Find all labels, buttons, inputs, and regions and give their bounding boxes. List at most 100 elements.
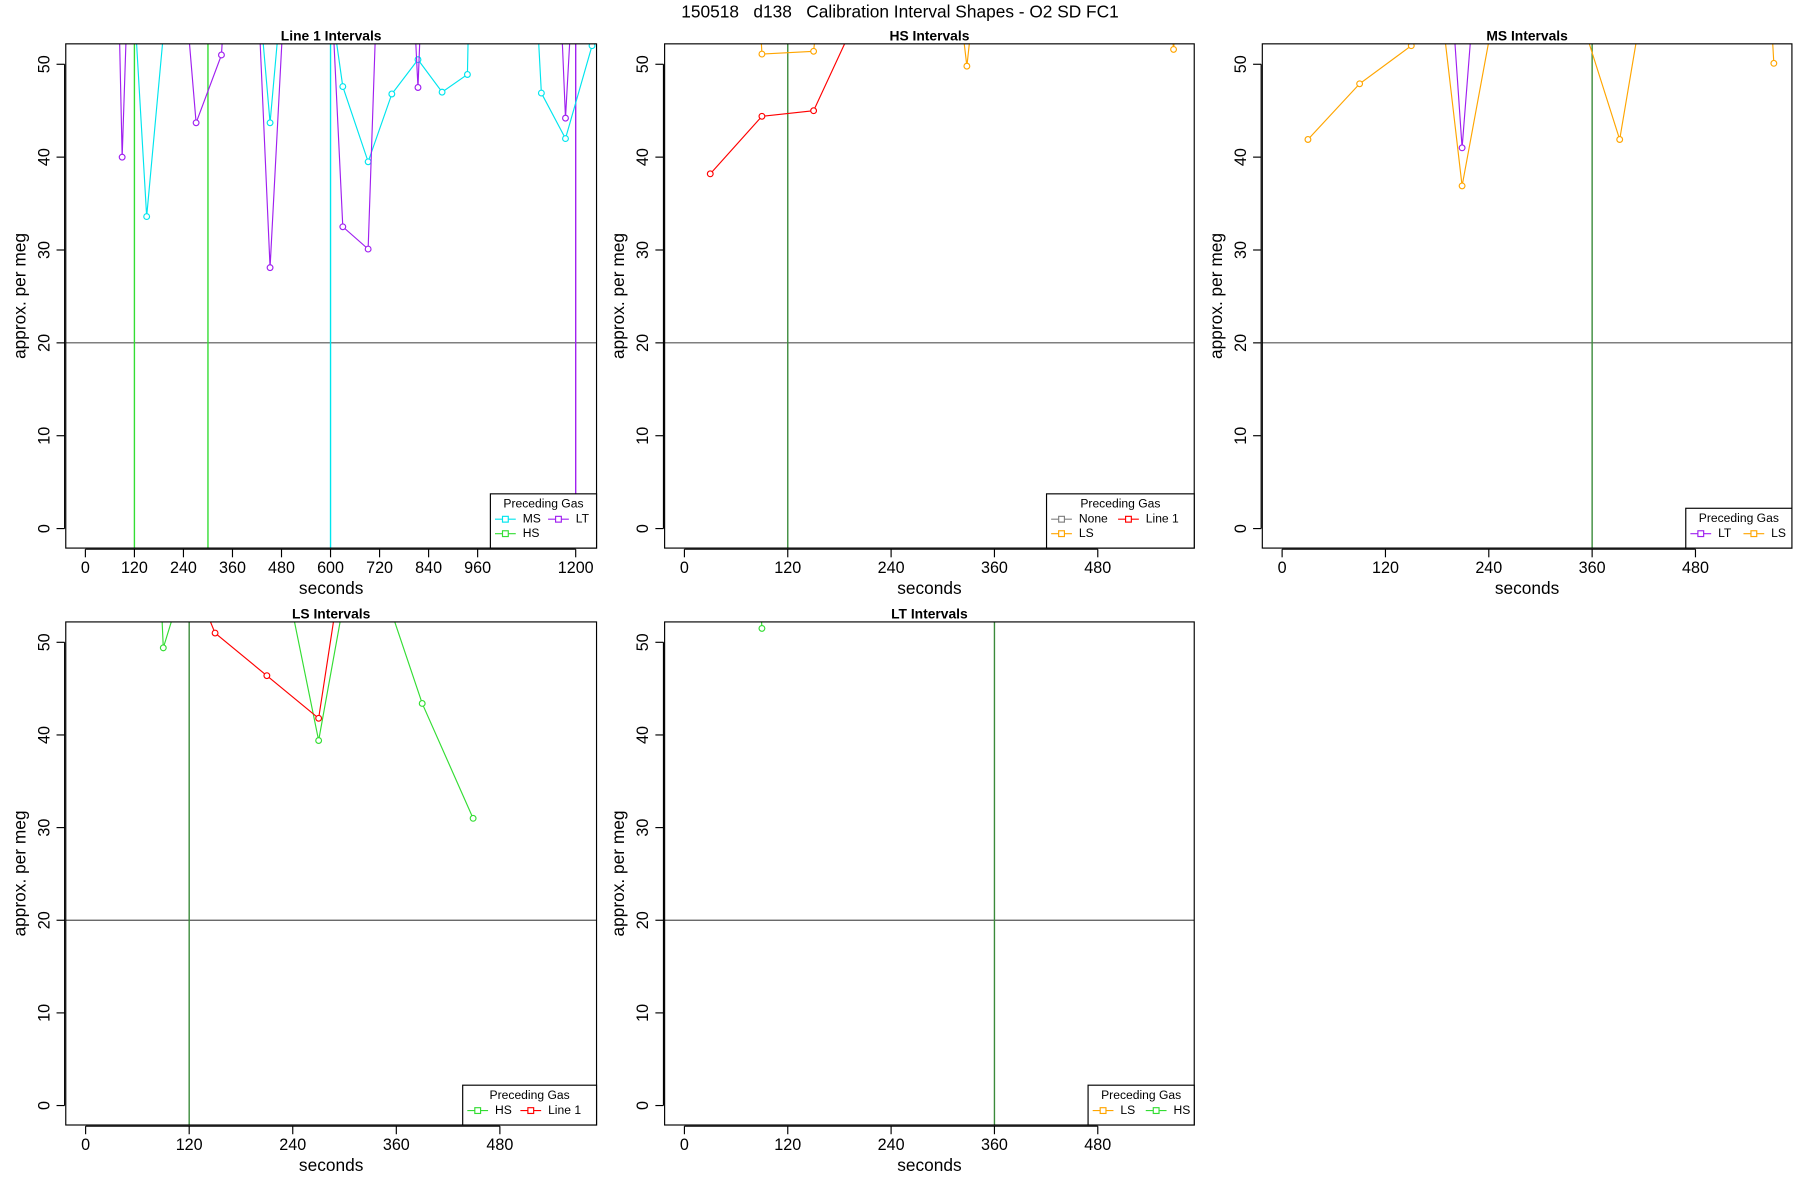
y-tick-label: 30 xyxy=(35,819,53,837)
legend-label: None xyxy=(1079,511,1108,525)
data-point xyxy=(364,245,372,253)
data-point xyxy=(562,135,569,143)
data-point xyxy=(263,672,271,680)
figure-title: 150518 d138 Calibration Interval Shapes … xyxy=(681,1,1118,21)
data-point xyxy=(1458,144,1466,152)
legend-label: LT xyxy=(576,511,590,525)
legend-label: Line 1 xyxy=(548,1103,581,1117)
series-line xyxy=(760,621,763,629)
data-point xyxy=(810,107,818,115)
y-tick-label: 30 xyxy=(1232,241,1250,259)
plot-area xyxy=(65,621,597,1125)
data-point xyxy=(266,264,274,272)
legend-symbol xyxy=(1124,515,1132,523)
x-tick-label: 0 xyxy=(680,559,689,577)
x-tick-label: 120 xyxy=(176,1136,203,1154)
data-point xyxy=(706,170,714,178)
legend-label: LS xyxy=(1079,526,1094,540)
plot-frame xyxy=(65,621,598,1126)
y-axis-label: approx. per meg xyxy=(9,233,29,359)
data-point xyxy=(388,90,396,98)
x-tick-label: 360 xyxy=(1579,559,1606,577)
x-tick-label: 240 xyxy=(878,559,905,577)
data-point xyxy=(339,83,347,91)
legend-symbol xyxy=(1099,1107,1107,1115)
x-tick-label: 240 xyxy=(279,1136,306,1154)
legend-title: Preceding Gas xyxy=(1080,496,1160,510)
series-line xyxy=(709,43,846,175)
data-point xyxy=(1170,45,1178,53)
legend-symbol xyxy=(1697,530,1705,538)
y-tick-label: 0 xyxy=(35,524,53,533)
data-point xyxy=(418,699,426,707)
data-point xyxy=(211,629,219,637)
y-tick-label: 50 xyxy=(35,55,53,73)
y-axis-label: approx. per meg xyxy=(9,810,29,936)
series-line xyxy=(136,43,593,217)
data-point xyxy=(963,62,971,70)
x-tick-label: 0 xyxy=(1278,559,1287,577)
data-point xyxy=(1304,136,1312,143)
data-point xyxy=(364,158,372,166)
data-point xyxy=(537,89,545,97)
x-tick-label: 0 xyxy=(680,1136,689,1154)
data-point xyxy=(463,71,471,78)
data-point xyxy=(266,119,274,127)
y-tick-label: 10 xyxy=(1232,427,1250,445)
x-axis-label: seconds xyxy=(1495,578,1560,598)
y-axis-label: approx. per meg xyxy=(608,810,628,936)
x-tick-label: 120 xyxy=(774,1136,801,1154)
legend-symbol xyxy=(501,515,509,523)
x-tick-label: 0 xyxy=(81,1136,90,1154)
data-point xyxy=(1356,80,1364,88)
legend-label: LT xyxy=(1718,526,1732,540)
legend-symbol xyxy=(1058,530,1065,538)
x-tick-label: 120 xyxy=(774,559,801,577)
panel-title: LT Intervals xyxy=(891,606,968,622)
y-tick-label: 40 xyxy=(1232,148,1250,166)
legend-symbol xyxy=(1750,530,1758,538)
x-tick-label: 360 xyxy=(981,1136,1008,1154)
panel-title: LS Intervals xyxy=(292,606,371,622)
y-tick-label: 20 xyxy=(634,334,652,352)
y-tick-label: 40 xyxy=(634,148,652,166)
y-tick-label: 0 xyxy=(1232,524,1250,533)
legend-label: HS xyxy=(495,1103,512,1117)
plot-area xyxy=(1262,43,1792,549)
legend-title: Preceding Gas xyxy=(1101,1088,1181,1102)
x-tick-label: 240 xyxy=(170,559,197,577)
legend-symbol xyxy=(555,515,562,523)
y-tick-label: 40 xyxy=(634,726,652,744)
plot-frame xyxy=(664,43,1195,549)
series-line xyxy=(1307,43,1775,187)
y-tick-label: 0 xyxy=(634,524,652,533)
data-point xyxy=(1770,59,1778,67)
data-point xyxy=(339,223,347,231)
series-line xyxy=(760,43,1175,67)
data-point xyxy=(1407,43,1415,50)
data-point xyxy=(562,114,569,122)
x-tick-label: 960 xyxy=(464,559,491,577)
x-axis-label: seconds xyxy=(299,578,364,598)
legend-box xyxy=(1685,507,1793,549)
x-axis-label: seconds xyxy=(897,1155,962,1175)
x-tick-label: 360 xyxy=(383,1136,410,1154)
y-tick-label: 50 xyxy=(35,633,53,651)
legend-title: Preceding Gas xyxy=(1699,511,1779,525)
panel-title: Line 1 Intervals xyxy=(281,28,382,44)
data-point xyxy=(758,50,766,58)
legend-title: Preceding Gas xyxy=(503,496,583,510)
plot-frame xyxy=(1261,43,1793,549)
legend-symbol xyxy=(1152,1107,1160,1115)
x-tick-label: 480 xyxy=(1084,559,1111,577)
y-tick-label: 10 xyxy=(634,427,652,445)
x-tick-label: 480 xyxy=(486,1136,513,1154)
x-axis-label: seconds xyxy=(299,1155,364,1175)
data-point xyxy=(217,51,225,59)
data-point xyxy=(414,84,422,91)
y-tick-label: 30 xyxy=(634,241,652,259)
x-tick-label: 600 xyxy=(317,559,344,577)
data-point xyxy=(143,213,151,221)
